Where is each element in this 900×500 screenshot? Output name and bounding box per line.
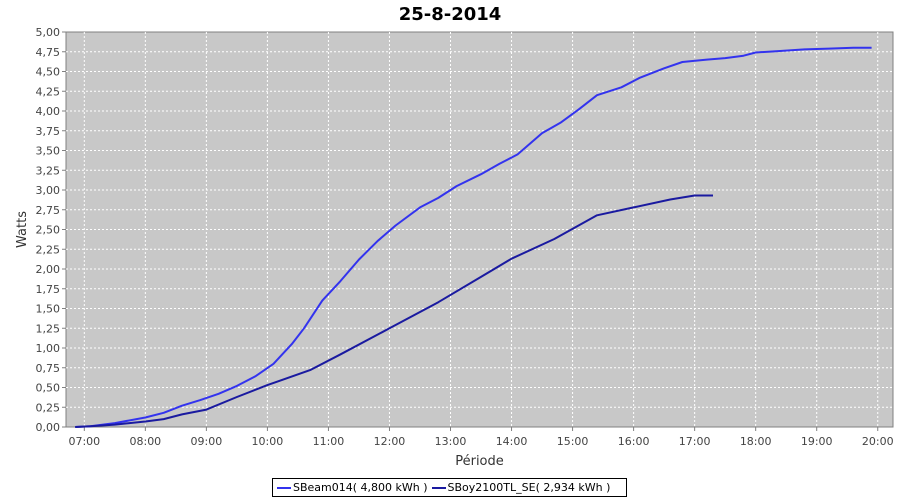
y-tick-label: 3,50 <box>36 145 61 158</box>
x-tick-label: 08:00 <box>129 435 161 448</box>
legend-label-sbeam014: SBeam014( 4,800 kWh ) <box>293 481 428 494</box>
y-tick-label: 3,75 <box>36 125 61 138</box>
y-tick-label: 1,00 <box>36 342 61 355</box>
x-tick-label: 10:00 <box>252 435 284 448</box>
y-tick-label: 1,25 <box>36 322 61 335</box>
x-tick-label: 15:00 <box>557 435 589 448</box>
x-tick-label: 18:00 <box>740 435 772 448</box>
y-tick-label: 4,75 <box>36 46 61 59</box>
x-tick-label: 20:00 <box>862 435 894 448</box>
y-axis-label: Watts <box>15 211 30 248</box>
y-tick-label: 0,25 <box>36 401 61 414</box>
y-tick-label: 2,00 <box>36 263 61 276</box>
y-tick-label: 3,25 <box>36 164 61 177</box>
y-tick-label: 1,75 <box>36 283 61 296</box>
x-tick-label: 13:00 <box>435 435 467 448</box>
chart-title: 25-8-2014 <box>398 4 502 25</box>
x-tick-label: 16:00 <box>618 435 650 448</box>
y-tick-label: 4,00 <box>36 105 61 118</box>
legend-item-sbeam014: SBeam014( 4,800 kWh ) <box>277 481 428 494</box>
legend-item-sboy2100tl: SBoy2100TL_SE( 2,934 kWh ) <box>431 481 611 494</box>
series-line-sboy2100tl-se <box>75 194 713 428</box>
legend-swatch-sbeam014 <box>277 486 291 489</box>
y-tick-label: 3,00 <box>36 184 61 197</box>
line-chart: 0,00 0,25 0,50 0,75 1,00 1,25 1,50 1,75 2,00 2,25… <box>15 26 894 469</box>
x-tick-label: 11:00 <box>313 435 345 448</box>
x-tick-label: 14:00 <box>496 435 528 448</box>
y-tick-label: 0,50 <box>36 382 61 395</box>
y-tick-label: 2,25 <box>36 243 61 256</box>
x-tick-label: 09:00 <box>191 435 223 448</box>
y-tick-label: 4,25 <box>36 85 61 98</box>
y-tick-label: 4,50 <box>36 66 61 79</box>
y-tick-label: 1,50 <box>36 303 61 316</box>
y-tick-label: 5,00 <box>36 26 61 39</box>
y-tick-label: 2,75 <box>36 204 61 217</box>
chart-legend: SBeam014( 4,800 kWh ) SBoy2100TL_SE( 2,9… <box>272 478 627 497</box>
y-tick-label: 0,75 <box>36 362 61 375</box>
x-tick-label: 07:00 <box>68 435 100 448</box>
x-tick-label: 19:00 <box>801 435 833 448</box>
legend-swatch-sboy2100tl <box>431 486 446 489</box>
legend-label-sboy2100tl: SBoy2100TL_SE( 2,934 kWh ) <box>447 481 611 494</box>
x-axis-label: Période <box>455 454 504 469</box>
y-tick-label: 2,50 <box>36 224 61 237</box>
series-line-sbeam014 <box>75 46 872 428</box>
x-tick-label: 12:00 <box>374 435 406 448</box>
y-tick-label: 0,00 <box>36 421 61 434</box>
x-tick-label: 17:00 <box>679 435 711 448</box>
